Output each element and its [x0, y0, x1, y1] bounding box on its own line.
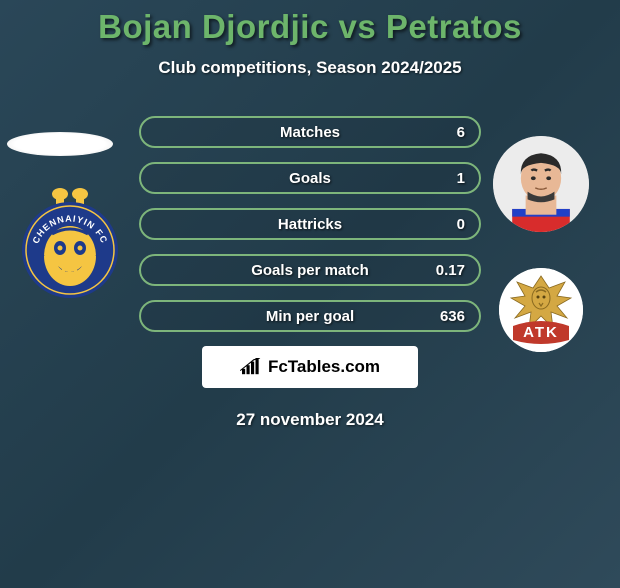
- stat-pill-min-per-goal: Min per goal 636: [139, 300, 481, 332]
- stat-row: Matches 6: [0, 116, 620, 148]
- stat-pill-goals-per-match: Goals per match 0.17: [139, 254, 481, 286]
- stat-row: Hattricks 0: [0, 208, 620, 240]
- stat-label: Matches: [280, 124, 340, 141]
- stat-row: Goals per match 0.17: [0, 254, 620, 286]
- stat-pill-goals: Goals 1: [139, 162, 481, 194]
- watermark[interactable]: FcTables.com: [202, 346, 418, 388]
- comparison-date: 27 november 2024: [0, 410, 620, 430]
- comparison-subtitle: Club competitions, Season 2024/2025: [0, 58, 620, 78]
- stat-value-right: 0: [457, 216, 465, 233]
- stat-value-right: 0.17: [436, 262, 465, 279]
- stat-label: Goals per match: [251, 262, 369, 279]
- stat-value-right: 636: [440, 308, 465, 325]
- stat-value-right: 6: [457, 124, 465, 141]
- stats-container: Matches 6 Goals 1 Hattricks 0 Goals per …: [0, 116, 620, 332]
- stat-label: Min per goal: [266, 308, 354, 325]
- watermark-text: FcTables.com: [268, 357, 380, 377]
- stat-row: Goals 1: [0, 162, 620, 194]
- stat-row: Min per goal 636: [0, 300, 620, 332]
- stat-label: Hattricks: [278, 216, 342, 233]
- stat-label: Goals: [289, 170, 331, 187]
- stat-pill-hattricks: Hattricks 0: [139, 208, 481, 240]
- stat-value-right: 1: [457, 170, 465, 187]
- stat-pill-matches: Matches 6: [139, 116, 481, 148]
- bar-chart-icon: [240, 358, 262, 376]
- comparison-title: Bojan Djordjic vs Petratos: [0, 8, 620, 46]
